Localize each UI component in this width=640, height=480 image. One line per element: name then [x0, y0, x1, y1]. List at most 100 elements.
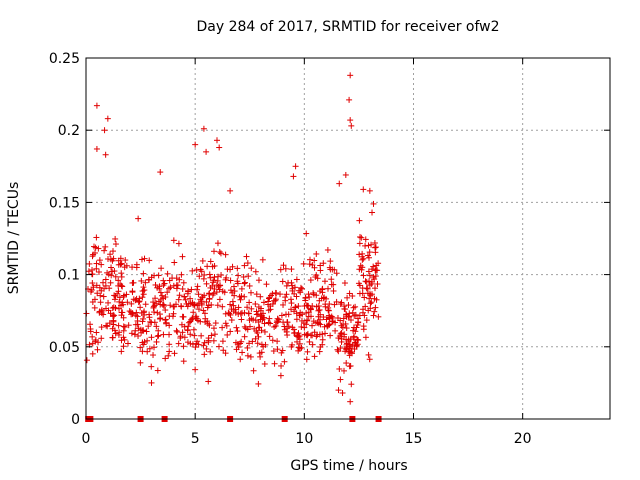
data-point — [311, 353, 318, 360]
data-point — [304, 317, 311, 324]
data-point — [114, 290, 121, 297]
data-point — [204, 263, 211, 270]
data-point — [93, 260, 100, 267]
data-point — [225, 309, 232, 316]
data-point — [255, 380, 262, 387]
data-point — [234, 265, 241, 272]
data-point — [156, 311, 163, 318]
data-point — [309, 341, 316, 348]
data-point — [102, 276, 109, 283]
data-point — [342, 171, 349, 178]
data-point — [266, 333, 273, 340]
data-point — [295, 303, 302, 310]
data-point — [170, 237, 177, 244]
data-point — [253, 327, 260, 334]
data-point — [245, 310, 252, 317]
data-point — [211, 286, 218, 293]
data-point — [234, 280, 241, 287]
data-point — [203, 280, 210, 287]
data-point — [180, 358, 187, 365]
data-point — [214, 277, 221, 284]
data-point — [241, 333, 248, 340]
data-point — [356, 233, 363, 240]
data-point — [246, 299, 253, 306]
data-point — [181, 334, 188, 341]
data-point — [316, 348, 323, 355]
data-point — [244, 352, 251, 359]
data-point — [335, 387, 342, 394]
data-point — [140, 284, 147, 291]
data-point — [178, 271, 185, 278]
data-point — [93, 102, 100, 109]
data-point — [142, 301, 149, 308]
data-point — [170, 282, 177, 289]
data-point — [198, 268, 205, 275]
data-point — [293, 293, 300, 300]
data-point — [116, 329, 123, 336]
data-point — [115, 322, 122, 329]
data-point — [282, 265, 289, 272]
data-point — [241, 262, 248, 269]
data-point — [202, 315, 209, 322]
data-point — [186, 319, 193, 326]
data-point — [222, 251, 229, 258]
data-point — [98, 306, 105, 313]
data-point — [138, 277, 145, 284]
data-point — [255, 277, 262, 284]
data-point — [359, 253, 366, 260]
data-point — [223, 274, 230, 281]
data-point — [133, 309, 140, 316]
data-point — [303, 331, 310, 338]
data-point — [303, 356, 310, 363]
data-point — [198, 332, 205, 339]
data-point — [363, 317, 370, 324]
data-point — [148, 334, 155, 341]
data-point — [329, 314, 336, 321]
data-point — [107, 251, 114, 258]
data-point — [372, 244, 379, 251]
data-point — [91, 243, 98, 250]
data-point — [118, 348, 125, 355]
data-point — [295, 287, 302, 294]
data-point — [348, 122, 355, 129]
data-point — [111, 296, 118, 303]
data-point — [289, 287, 296, 294]
data-point — [277, 291, 284, 298]
data-point — [167, 302, 174, 309]
data-point — [205, 290, 212, 297]
data-point — [173, 282, 180, 289]
data-point — [350, 327, 357, 334]
data-point — [292, 163, 299, 170]
data-point — [243, 253, 250, 260]
data-point — [140, 327, 147, 334]
data-point — [333, 270, 340, 277]
grid-lines — [86, 58, 610, 419]
data-point — [147, 318, 154, 325]
data-point — [160, 331, 167, 338]
y-tick-label: 0 — [71, 412, 80, 428]
data-point — [315, 307, 322, 314]
data-point — [222, 310, 229, 317]
data-point — [211, 331, 218, 338]
data-point — [219, 288, 226, 295]
data-point — [213, 289, 220, 296]
data-point — [263, 281, 270, 288]
data-point — [317, 311, 324, 318]
data-point — [303, 321, 310, 328]
data-point — [116, 305, 123, 312]
data-point — [366, 249, 373, 256]
data-point — [344, 294, 351, 301]
data-point — [152, 281, 159, 288]
data-point — [352, 311, 359, 318]
data-point — [216, 144, 223, 151]
data-point — [112, 273, 119, 280]
data-point — [117, 255, 124, 262]
data-point — [328, 313, 335, 320]
data-point — [265, 295, 272, 302]
data-point — [111, 292, 118, 299]
data-point — [321, 278, 328, 285]
data-point — [320, 314, 327, 321]
data-point — [201, 339, 208, 346]
data-point — [119, 299, 126, 306]
